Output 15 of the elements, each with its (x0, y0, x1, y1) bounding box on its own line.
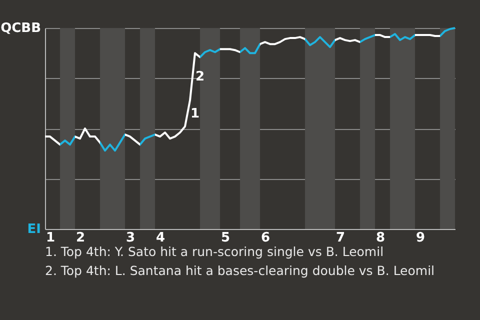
text: EI (27, 222, 41, 237)
x-tick-label: 4 (156, 230, 166, 246)
text: 2. Top 4th: L. Santana hit a bases-clearing double vs B. Leomil (45, 263, 435, 278)
x-tick-label: 3 (126, 230, 136, 246)
text: QCBB (0, 21, 41, 36)
x-tick-label: 1 (46, 230, 56, 246)
x-tick-label: 6 (260, 230, 270, 246)
x-tick-label: 2 (76, 230, 86, 246)
annotation: 2 (196, 70, 205, 85)
x-tick-label: 9 (416, 230, 426, 246)
x-tick-label: 5 (220, 230, 230, 246)
annotation: 1 (190, 106, 200, 122)
text: 1. Top 4th: Y. Sato hit a run-scoring single vs B. Leomil (45, 244, 384, 259)
x-tick-label: 8 (376, 230, 386, 246)
x-tick-label: 7 (336, 230, 346, 246)
